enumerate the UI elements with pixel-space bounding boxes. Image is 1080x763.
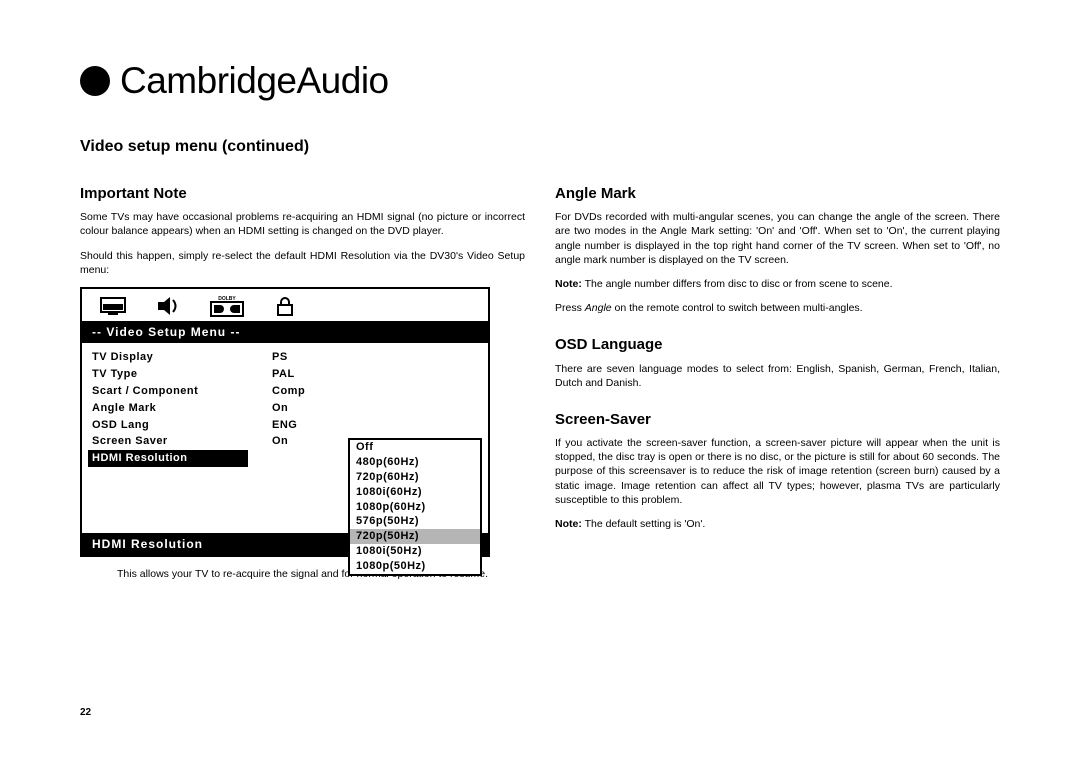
brand-logo: CambridgeAudio (80, 60, 1000, 102)
osd-sublist-item: Off (350, 440, 480, 455)
brand-dot-icon (80, 66, 110, 96)
left-column: Important Note Some TVs may have occasio… (80, 184, 525, 591)
osd-sublist-item: 720p(60Hz) (350, 470, 480, 485)
angle-mark-p3: Press Angle on the remote control to swi… (555, 301, 1000, 315)
osd-sublist-item: 576p(50Hz) (350, 514, 480, 529)
osd-screenshot: DOLBY -- Video Setup Menu -- TV DisplayP… (80, 287, 490, 557)
angle-mark-p1: For DVDs recorded with multi-angular sce… (555, 210, 1000, 267)
important-note-heading: Important Note (80, 184, 525, 204)
osd-row: Scart / ComponentComp (92, 383, 478, 400)
osd-row: TV DisplayPS (92, 349, 478, 366)
speaker-icon (156, 295, 180, 317)
osd-row: Angle MarkOn (92, 400, 478, 417)
osd-sublist-item: 1080p(50Hz) (350, 559, 480, 574)
osd-sublist-item: 1080i(60Hz) (350, 485, 480, 500)
osd-language-p1: There are seven language modes to select… (555, 362, 1000, 390)
screen-saver-heading: Screen-Saver (555, 410, 1000, 430)
important-note-p1: Some TVs may have occasional problems re… (80, 210, 525, 238)
osd-sublist-item-highlighted: 720p(50Hz) (350, 529, 480, 544)
screen-saver-p1: If you activate the screen-saver functio… (555, 436, 1000, 507)
osd-sublist-item: 1080i(50Hz) (350, 544, 480, 559)
lock-icon (274, 295, 296, 317)
screen-saver-note: Note: The default setting is 'On'. (555, 517, 1000, 531)
osd-language-heading: OSD Language (555, 335, 1000, 355)
dolby-icon: DOLBY (210, 295, 244, 317)
page-title: Video setup menu (continued) (80, 138, 1000, 156)
important-note-p2: Should this happen, simply re-select the… (80, 249, 525, 277)
osd-row: TV TypePAL (92, 366, 478, 383)
brand-word1: Cambridge (120, 60, 296, 101)
brand-text: CambridgeAudio (120, 60, 389, 102)
osd-row: OSD LangENG (92, 417, 478, 434)
right-column: Angle Mark For DVDs recorded with multi-… (555, 184, 1000, 591)
osd-title: -- Video Setup Menu -- (82, 321, 488, 343)
osd-iconbar: DOLBY (82, 289, 488, 321)
angle-mark-note: Note: The angle number differs from disc… (555, 277, 1000, 291)
svg-text:DOLBY: DOLBY (218, 296, 236, 302)
brand-word2: Audio (296, 60, 388, 101)
osd-sublist-item: 480p(60Hz) (350, 455, 480, 470)
angle-mark-heading: Angle Mark (555, 184, 1000, 204)
page-number: 22 (80, 707, 91, 718)
osd-sublist-item: 1080p(60Hz) (350, 500, 480, 515)
osd-body: TV DisplayPS TV TypePAL Scart / Componen… (82, 343, 488, 533)
osd-row-highlighted: HDMI Resolution (88, 450, 248, 467)
settings-icon (100, 295, 126, 317)
osd-sublist: Off 480p(60Hz) 720p(60Hz) 1080i(60Hz) 10… (348, 438, 482, 576)
